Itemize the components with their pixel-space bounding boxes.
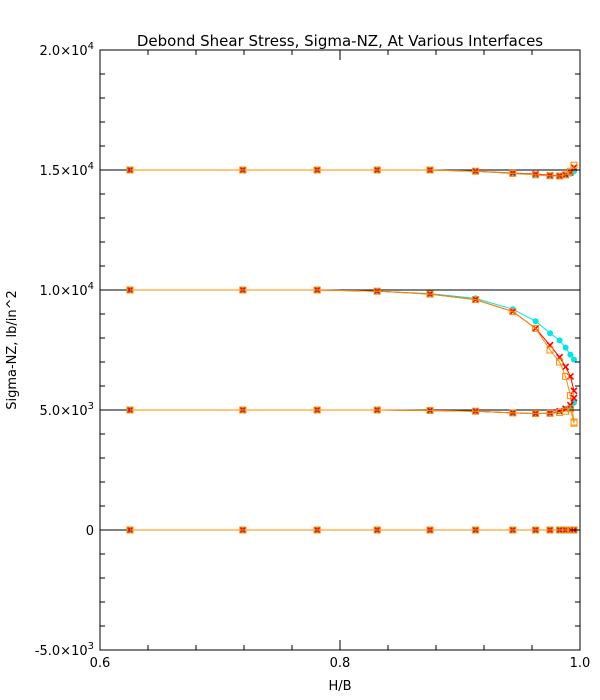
series-9: [126, 286, 578, 426]
data-point: [532, 526, 540, 534]
x-axis-label: H/B: [328, 679, 351, 694]
data-point: [239, 286, 247, 294]
data-point: [126, 286, 134, 294]
tick-layer: [99, 49, 581, 651]
data-point: [313, 406, 321, 414]
series-layer: [100, 161, 580, 534]
series-6: [126, 161, 578, 180]
data-point: [373, 166, 381, 174]
data-point: [546, 409, 554, 417]
data-point: [509, 526, 517, 534]
data-point: [426, 406, 434, 414]
data-point: [126, 166, 134, 174]
data-point: [509, 169, 517, 177]
tick-label-layer: 0.6 0.8 1.0 -5.0×103 0 5.0×103 1.0×104 1.5×104 2…: [35, 41, 591, 671]
data-point: [566, 405, 574, 413]
series-line: [130, 164, 575, 177]
data-point: [562, 363, 570, 371]
data-point: [532, 324, 540, 332]
data-point: [373, 526, 381, 534]
data-point: [532, 171, 540, 179]
data-point: [546, 346, 554, 354]
data-point: [239, 406, 247, 414]
data-point: [562, 372, 570, 380]
y-tick-label: -5.0×103: [35, 641, 94, 659]
y-tick-label: 0: [86, 524, 94, 539]
data-point: [570, 394, 578, 402]
data-point: [509, 409, 517, 417]
data-point: [562, 526, 570, 534]
x-tick-label: 0.8: [330, 656, 351, 671]
data-point: [571, 356, 577, 363]
data-point: [570, 419, 578, 427]
data-point: [556, 358, 564, 366]
y-axis-label: Sigma-NZ, lb/in^2: [5, 290, 20, 410]
data-point: [546, 171, 554, 179]
y-tick-label: 5.0×103: [40, 401, 94, 419]
data-point: [239, 166, 247, 174]
data-point: [472, 526, 480, 534]
data-point: [566, 401, 574, 409]
data-point: [566, 167, 574, 175]
data-point: [570, 161, 578, 169]
y-tick-label: 1.0×104: [40, 281, 94, 299]
data-point: [313, 286, 321, 294]
data-point: [562, 344, 569, 351]
series-line: [130, 289, 575, 423]
series-line: [130, 408, 575, 424]
x-tick-label: 1.0: [570, 656, 591, 671]
data-point: [313, 166, 321, 174]
data-point: [126, 406, 134, 414]
data-point: [239, 526, 247, 534]
data-point: [472, 407, 480, 415]
chart-title: Debond Shear Stress, Sigma-NZ, At Variou…: [137, 32, 543, 50]
data-point: [562, 407, 570, 415]
data-point: [313, 526, 321, 534]
data-point: [373, 287, 381, 295]
data-point: [567, 351, 574, 358]
data-point: [556, 337, 563, 344]
data-point: [373, 406, 381, 414]
data-point: [562, 171, 570, 179]
data-point: [509, 308, 517, 316]
data-point: [426, 290, 434, 298]
data-point: [426, 166, 434, 174]
data-point: [546, 526, 554, 534]
data-point: [547, 330, 553, 337]
data-point: [426, 526, 434, 534]
data-point: [566, 392, 574, 400]
data-point: [472, 296, 480, 304]
series-12: [126, 405, 578, 427]
data-point: [546, 172, 554, 180]
y-tick-label: 1.5×104: [40, 161, 94, 179]
data-point: [472, 167, 480, 175]
y-tick-label: 2.0×104: [40, 41, 94, 59]
data-point: [532, 318, 539, 325]
data-point: [532, 410, 540, 418]
x-tick-label: 0.6: [90, 656, 111, 671]
data-point: [126, 526, 134, 534]
